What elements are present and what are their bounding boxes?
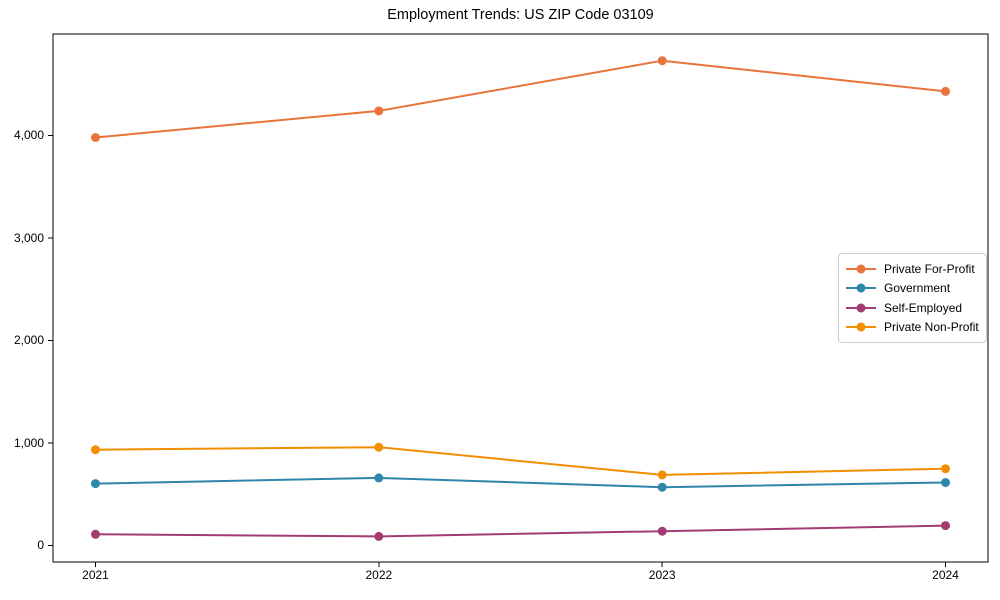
legend-item-private-non-profit: Private Non-Profit (845, 318, 979, 338)
data-point-marker-private-non-profit (91, 445, 100, 455)
legend-item-government: Government (845, 279, 979, 299)
data-point-marker-government (657, 482, 667, 492)
data-point-marker-private-for-profit (91, 133, 100, 142)
y-axis-tick-label: 1,000 (13, 435, 44, 450)
x-axis-tick-label: 2024 (932, 568, 959, 582)
data-point-marker-private-non-profit (941, 464, 950, 474)
series-line-self-employed (94, 524, 947, 538)
legend-item-private-for-profit: Private For-Profit (845, 259, 979, 279)
data-point-marker-self-employed (374, 531, 384, 541)
legend-item-self-employed: Self-Employed (845, 298, 979, 318)
x-axis-tick-label: 2022 (365, 568, 393, 582)
y-axis-tick-label: 3,000 (13, 230, 44, 245)
data-point-marker-self-employed (941, 521, 950, 531)
data-point-marker-private-non-profit (374, 442, 384, 452)
series-line-government (94, 476, 947, 489)
plot-border (52, 33, 989, 563)
series-line-private-non-profit (94, 446, 947, 476)
legend-item-label: Self-Employed (884, 300, 963, 315)
data-point-marker-self-employed (91, 529, 100, 539)
legend-item-label: Government (884, 281, 951, 296)
legend-item-label: Private Non-Profit (884, 320, 979, 335)
series-line-private-for-profit (94, 59, 947, 139)
legend-line-marker-icon (846, 283, 876, 293)
data-point-marker-private-for-profit (657, 56, 667, 66)
data-point-marker-government (374, 473, 384, 483)
data-point-marker-self-employed (657, 526, 667, 536)
data-point-marker-private-for-profit (374, 106, 384, 116)
legend-line-marker-icon (846, 303, 876, 313)
legend-item-label: Private For-Profit (884, 261, 975, 276)
data-point-marker-government (91, 479, 100, 489)
x-axis-tick-label: 2021 (82, 568, 109, 582)
y-axis-tick-label: 4,000 (13, 127, 44, 142)
legend: Private For-Profit Government Self-Employe… (838, 253, 987, 343)
y-axis-tick-label: 2,000 (13, 333, 44, 348)
x-axis-tick-label: 2023 (648, 568, 676, 582)
data-point-marker-private-non-profit (657, 470, 667, 480)
chart-title: Employment Trends: US ZIP Code 03109 (387, 7, 654, 23)
data-point-marker-government (941, 478, 950, 487)
data-point-marker-private-for-profit (941, 86, 950, 96)
y-axis-tick-label: 0 (37, 538, 44, 553)
legend-line-marker-icon (846, 264, 876, 274)
legend-line-marker-icon (846, 322, 876, 332)
